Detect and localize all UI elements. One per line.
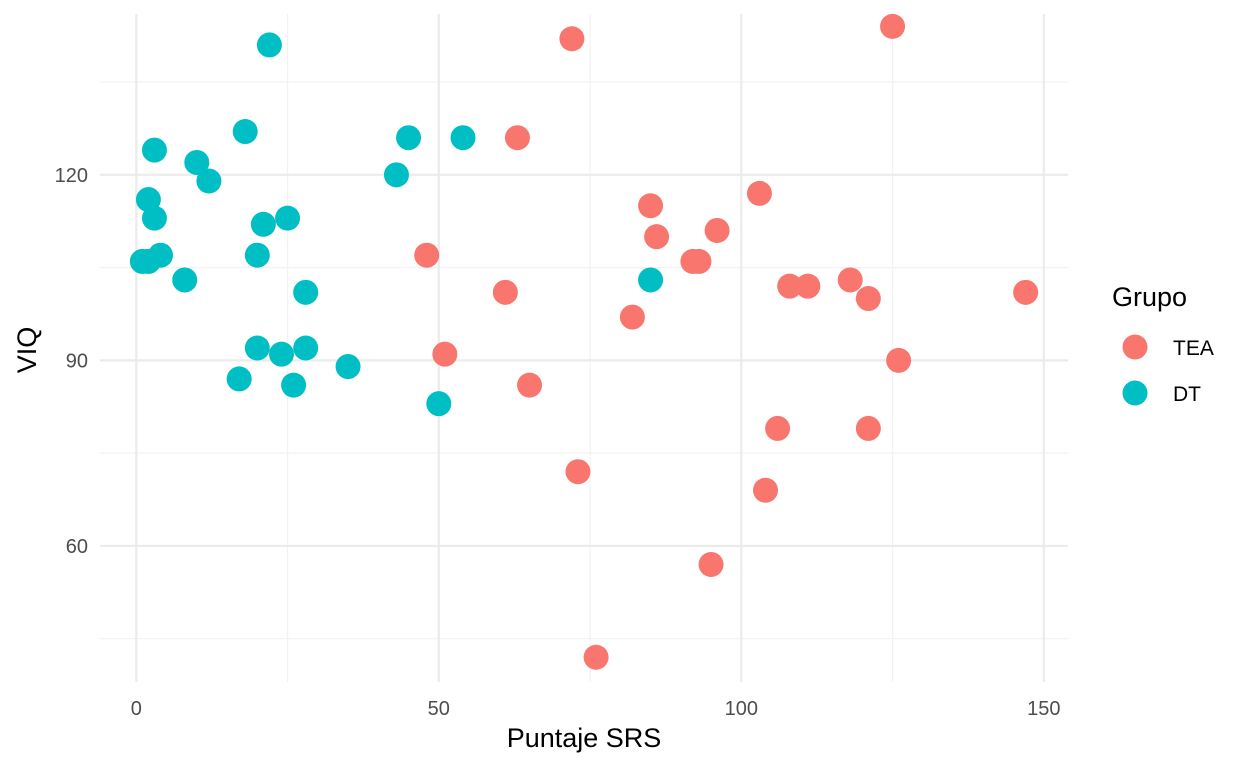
point-tea [746,180,772,206]
legend-label-dt: DT [1173,383,1201,406]
legend-key-dt [1122,380,1148,406]
point-dt [269,341,294,367]
legend-title: Grupo [1112,282,1187,312]
data-points [129,13,1039,670]
x-tick-label: 0 [131,698,142,720]
point-dt [148,242,173,268]
point-tea [638,193,664,219]
point-dt [244,335,270,361]
point-tea [559,26,585,52]
point-tea [432,341,458,367]
point-dt [281,372,307,398]
x-tick-label: 150 [1027,698,1060,720]
y-axis-title: VIQ [12,327,42,374]
point-tea [504,125,530,151]
legend-label-tea: TEA [1173,337,1214,360]
y-tick-label: 90 [66,350,88,372]
point-dt [450,125,476,151]
point-dt [293,279,319,305]
x-tick-label: 50 [428,698,450,720]
point-tea [777,273,803,299]
point-dt [141,137,167,163]
point-dt [275,205,301,231]
point-dt [335,354,361,380]
y-axis-tick-labels: 60 90 120 [55,165,88,558]
legend-entries: TEA DT [1122,334,1214,406]
point-tea [704,217,730,243]
point-tea [565,459,591,485]
point-tea [686,248,712,274]
point-tea [753,477,778,503]
point-dt [293,335,319,361]
point-dt [141,205,167,231]
y-tick-label: 60 [66,536,88,558]
point-tea [517,372,543,398]
legend-key-tea [1122,334,1148,360]
point-dt [184,149,210,175]
point-tea [414,242,440,268]
point-tea [644,224,670,250]
point-tea [880,13,906,39]
point-dt [383,162,409,188]
minor-gridlines [100,14,1068,682]
point-tea [855,286,881,312]
point-dt [256,32,282,58]
point-tea [698,551,724,577]
x-axis-title: Puntaje SRS [507,723,662,753]
point-dt [250,211,276,237]
point-dt [638,267,664,293]
x-axis-tick-labels: 0 50 100 150 [131,698,1061,720]
y-tick-label: 120 [55,165,88,187]
point-dt [244,242,270,268]
point-tea [837,267,863,293]
point-dt [232,119,258,145]
point-tea [795,273,821,299]
point-tea [619,304,645,330]
point-tea [583,644,609,670]
point-tea [1013,279,1039,305]
x-tick-label: 100 [725,698,758,720]
point-tea [886,347,912,373]
point-dt [426,391,452,417]
point-dt [196,168,222,194]
point-tea [765,415,791,441]
point-dt [396,125,422,151]
point-tea [855,415,881,441]
point-dt [226,366,252,392]
legend: Grupo TEA DT [1112,282,1214,406]
point-tea [492,279,518,305]
point-dt [172,267,198,293]
